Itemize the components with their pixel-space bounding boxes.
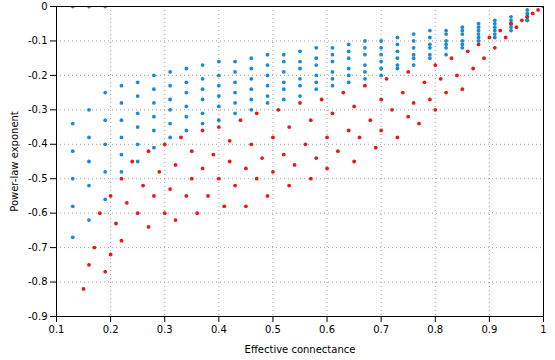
svg-text:1: 1 (540, 324, 546, 335)
svg-text:0.8: 0.8 (427, 324, 443, 335)
svg-text:-0.3: -0.3 (28, 104, 48, 115)
svg-text:-0.9: -0.9 (28, 311, 48, 322)
svg-text:Power-law exponent: Power-law exponent (9, 111, 20, 212)
svg-text:0.3: 0.3 (157, 324, 173, 335)
svg-text:0.7: 0.7 (373, 324, 389, 335)
svg-text:-0.6: -0.6 (28, 207, 48, 218)
svg-text:0.4: 0.4 (211, 324, 227, 335)
svg-text:0.2: 0.2 (103, 324, 119, 335)
svg-text:-0.8: -0.8 (28, 276, 48, 287)
svg-text:-0.4: -0.4 (28, 138, 48, 149)
svg-text:0.5: 0.5 (265, 324, 281, 335)
svg-text:0.9: 0.9 (481, 324, 497, 335)
svg-text:0.6: 0.6 (319, 324, 335, 335)
svg-text:0.1: 0.1 (49, 324, 65, 335)
svg-text:-0.2: -0.2 (28, 70, 48, 81)
svg-text:-0.1: -0.1 (28, 35, 48, 46)
svg-text:-0.7: -0.7 (28, 242, 48, 253)
svg-text:0: 0 (41, 1, 47, 12)
svg-text:-0.5: -0.5 (28, 173, 48, 184)
svg-text:Effective connectance: Effective connectance (245, 344, 356, 355)
